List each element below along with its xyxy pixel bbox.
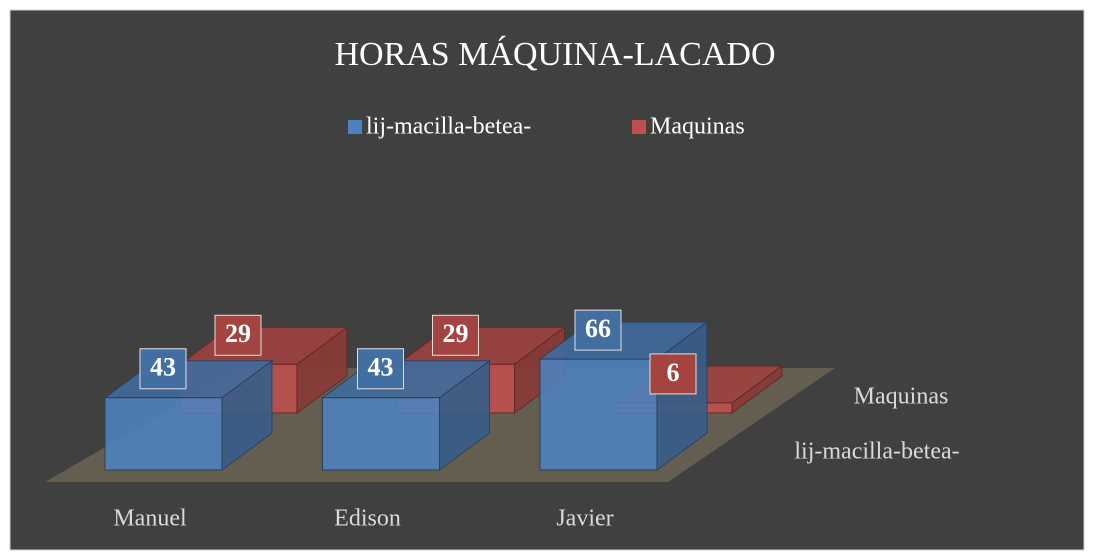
x-tick-label: Manuel <box>113 506 187 532</box>
value-label: 66 <box>585 314 611 343</box>
value-label-box <box>357 348 404 390</box>
bar-front <box>539 358 658 471</box>
value-label-box <box>139 348 187 390</box>
chart-title: HORAS MÁQUINA-LACADO <box>334 36 775 73</box>
value-label: 43 <box>150 353 176 382</box>
value-label: 43 <box>368 353 394 382</box>
value-label-box <box>574 309 622 351</box>
x-tick-label: Edison <box>334 506 401 532</box>
bar-front <box>104 397 223 471</box>
bar-front <box>322 397 440 471</box>
legend-swatch <box>632 120 646 134</box>
value-label: 29 <box>443 319 469 348</box>
depth-axis-label: Maquinas <box>854 384 949 410</box>
value-label-box <box>432 314 479 356</box>
legend-swatch <box>348 120 362 134</box>
value-label: 6 <box>667 358 680 387</box>
legend-label: Maquinas <box>650 114 745 140</box>
value-label-box <box>214 314 262 356</box>
value-label-box <box>649 353 697 395</box>
x-tick-label: Javier <box>556 506 613 532</box>
legend-label: lij-macilla-betea- <box>366 114 531 140</box>
value-label: 29 <box>225 319 251 348</box>
depth-axis-label: lij-macilla-betea- <box>794 439 959 465</box>
